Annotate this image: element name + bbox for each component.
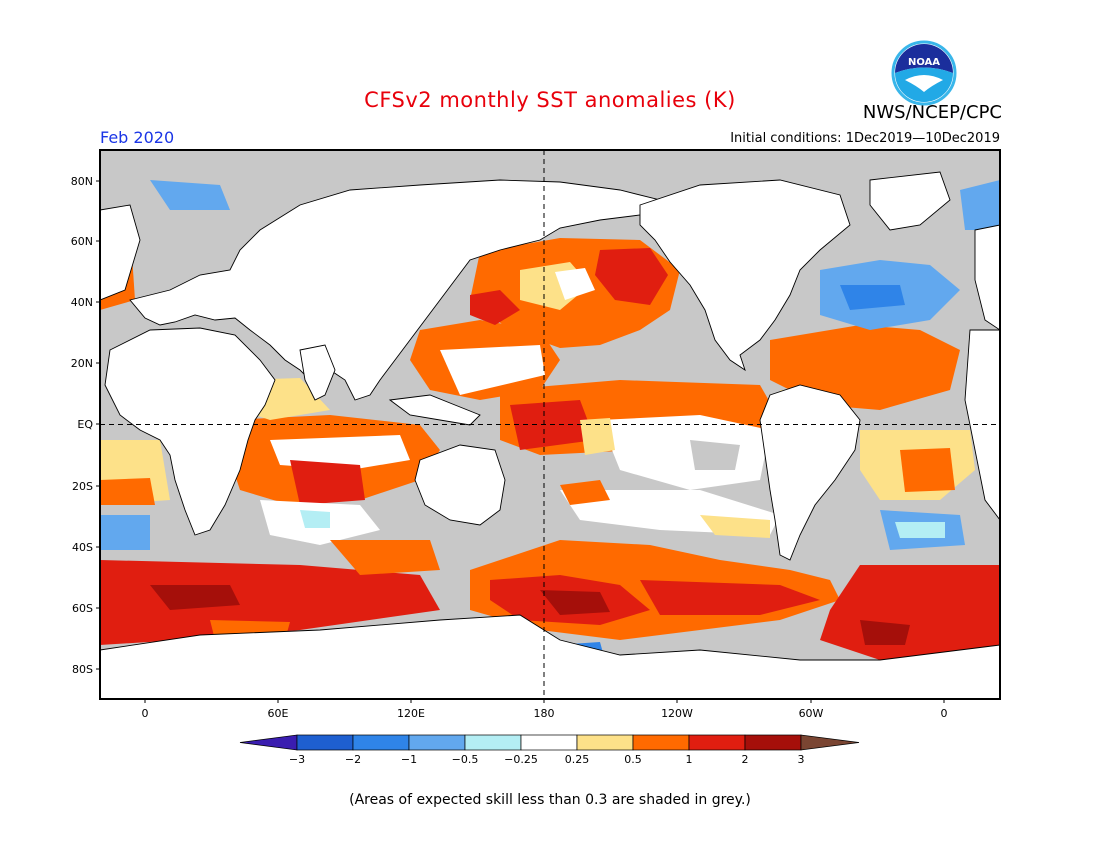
valid-month-label: Feb 2020 bbox=[100, 128, 175, 147]
lat-tick-label: 20S bbox=[72, 480, 93, 493]
agency-label: NWS/NCEP/CPC bbox=[862, 102, 1002, 123]
africa-landmass bbox=[104, 327, 276, 536]
lat-axis: 80N 60N 40N 20N EQ 20S 40S 60S 80S bbox=[71, 175, 100, 676]
lon-tick-label: 0 bbox=[941, 707, 948, 720]
lat-tick-label: 20N bbox=[71, 357, 93, 370]
noaa-logo: NOAA bbox=[891, 40, 957, 106]
continents bbox=[100, 171, 1000, 699]
lon-tick-label: 60W bbox=[799, 707, 824, 720]
europe-wrap bbox=[974, 224, 1000, 331]
lat-tick-label: 80N bbox=[71, 175, 93, 188]
chart-title: CFSv2 monthly SST anomalies (K) bbox=[364, 88, 736, 112]
noaa-logo-text: NOAA bbox=[908, 57, 940, 68]
anomaly-shading bbox=[100, 180, 1000, 662]
indonesia-landmass bbox=[388, 394, 481, 426]
footnote: (Areas of expected skill less than 0.3 a… bbox=[349, 792, 751, 808]
lon-axis: 0 60E 120E 180 120W 60W 0 bbox=[142, 699, 948, 720]
antarctica-landmass bbox=[100, 614, 1000, 699]
lat-tick-label: 60N bbox=[71, 235, 93, 248]
lat-tick-label: 60S bbox=[72, 602, 93, 615]
lat-tick-label: 80S bbox=[72, 663, 93, 676]
lon-tick-label: 0 bbox=[142, 707, 149, 720]
greenland-landmass bbox=[869, 171, 951, 231]
lon-tick-label: 180 bbox=[534, 707, 555, 720]
lon-tick-label: 120E bbox=[397, 707, 425, 720]
europe-edge bbox=[100, 204, 141, 301]
north-america-landmass bbox=[639, 179, 851, 372]
lat-tick-label: 40S bbox=[72, 541, 93, 554]
eurasia-landmass bbox=[129, 179, 662, 401]
south-america-landmass bbox=[759, 384, 861, 561]
india-landmass bbox=[299, 344, 336, 401]
lat-tick-label: EQ bbox=[77, 418, 93, 431]
lon-tick-label: 60E bbox=[268, 707, 289, 720]
lat-tick-label: 40N bbox=[71, 296, 93, 309]
australia-landmass bbox=[414, 444, 506, 526]
lon-tick-label: 120W bbox=[661, 707, 693, 720]
initial-conditions-label: Initial conditions: 1Dec2019—10Dec2019 bbox=[730, 131, 1000, 146]
